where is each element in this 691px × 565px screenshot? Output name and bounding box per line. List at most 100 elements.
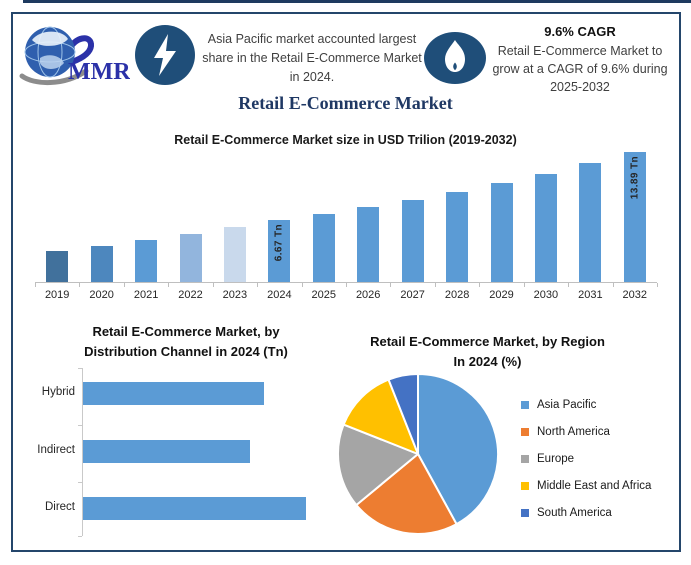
hbar-chart: Hybrid Indirect Direct: [25, 368, 335, 540]
cagr-note: Retail E-Commerce Market to grow at a CA…: [492, 44, 668, 95]
bar-value-label-2032: 13.89 Tn: [629, 156, 641, 200]
outer-frame: [11, 12, 681, 552]
pie-chart-title-line1: Retail E-Commerce Market, by Region: [370, 334, 605, 349]
globe-icon: MMR: [19, 26, 131, 86]
cagr-block: 9.6% CAGR Retail E-Commerce Market to gr…: [483, 24, 677, 96]
legend-item-europe: Europe: [521, 445, 651, 472]
hbar-direct: [83, 497, 306, 520]
pie-slice-middle-east-and-africa: [342, 378, 419, 455]
x-tick-label-2026: 2026: [355, 289, 381, 301]
hbar-hybrid: [83, 382, 264, 405]
legend-label: Middle East and Africa: [537, 479, 652, 492]
bar-2019: [46, 251, 69, 282]
hbar-chart-title: Retail E-Commerce Market, by Distributio…: [40, 322, 332, 362]
pie-slice-europe: [337, 423, 419, 506]
bar-2028: [446, 192, 469, 282]
x-tick-label-2020: 2020: [89, 289, 114, 301]
bar-2032: 13.89 Tn: [623, 152, 646, 282]
x-axis-tick: [257, 283, 258, 287]
x-tick-label-2025: 2025: [311, 289, 337, 301]
highlight-note: Asia Pacific market accounted largest sh…: [202, 32, 422, 84]
x-axis-tick: [390, 283, 391, 287]
x-tick-label-2031: 2031: [578, 289, 603, 301]
x-axis-tick: [213, 283, 214, 287]
legend-label: South America: [537, 506, 612, 519]
mmr-logo-text: MMR: [68, 59, 130, 85]
hbar-y-tick: [78, 536, 82, 537]
x-tick-label-2023: 2023: [222, 289, 248, 301]
x-axis-tick: [346, 283, 347, 287]
x-axis-tick: [124, 283, 125, 287]
pie-slice-south-america: [387, 373, 419, 455]
pie-chart: [337, 373, 499, 535]
bar-2025: [312, 214, 335, 282]
x-tick-label-2032: 2032: [622, 289, 648, 301]
pie-chart-title: Retail E-Commerce Market, by Region In 2…: [340, 332, 635, 372]
x-axis-tick: [657, 283, 658, 287]
x-tick-label-2028: 2028: [444, 289, 470, 301]
cagr-title: 9.6% CAGR: [544, 24, 616, 39]
x-tick-label-2027: 2027: [400, 289, 425, 301]
x-axis-tick: [613, 283, 614, 287]
bar-2021: [135, 240, 158, 282]
legend-item-asia-pacific: Asia Pacific: [521, 391, 651, 418]
hbar-indirect: [83, 440, 250, 463]
bar-value-label-2024: 6.67 Tn: [273, 224, 285, 262]
pie-chart-title-line2: In 2024 (%): [453, 354, 522, 370]
legend-swatch-icon: [521, 427, 529, 436]
hbar-y-tick: [78, 425, 82, 426]
hbar-y-tick: [78, 482, 82, 483]
pie-slice-asia-pacific: [417, 373, 499, 526]
x-tick-label-2019: 2019: [44, 289, 70, 301]
bar-chart-title: Retail E-Commerce Market size in USD Tri…: [174, 133, 517, 147]
page-title: Retail E-Commerce Market: [238, 93, 453, 113]
bar-2022: [179, 234, 202, 282]
hbar-category-label-direct: Direct: [44, 501, 75, 513]
legend-swatch-icon: [521, 481, 529, 490]
bar-2024: 6.67 Tn: [268, 220, 291, 282]
legend-item-middle-east-and-africa: Middle East and Africa: [521, 472, 651, 499]
hbar-category-label-indirect: Indirect: [37, 444, 75, 456]
legend-swatch-icon: [521, 454, 529, 463]
x-tick-label-2022: 2022: [178, 289, 203, 301]
x-axis-tick: [568, 283, 569, 287]
pie-legend: Asia Pacific North America Europe Middle Ea…: [521, 391, 651, 526]
x-axis-tick: [168, 283, 169, 287]
bar-2026: [357, 207, 380, 282]
hbar-y-axis: [82, 368, 83, 536]
hbar-category-label-hybrid: Hybrid: [41, 386, 75, 398]
mmr-logo: MMR: [18, 22, 131, 88]
legend-label: North America: [537, 425, 610, 438]
x-axis-tick: [479, 283, 480, 287]
x-tick-label-2030: 2030: [533, 289, 559, 301]
bar-2020: [90, 246, 113, 282]
x-axis-tick: [35, 283, 36, 287]
x-axis-line: [35, 282, 657, 283]
bar-chart: 2019 2020 2021 2022 2023 6.67 Tn 2024 2025 2026 2…: [35, 148, 658, 308]
x-tick-label-2021: 2021: [133, 289, 159, 301]
bar-2023: [223, 227, 246, 282]
top-edge-line: [23, 0, 691, 3]
x-axis-tick: [435, 283, 436, 287]
x-tick-label-2024: 2024: [267, 289, 292, 301]
lightning-icon: [135, 25, 195, 85]
bar-2031: [579, 163, 602, 282]
flame-icon: [424, 32, 486, 84]
bar-2030: [534, 174, 557, 282]
legend-item-south-america: South America: [521, 499, 651, 526]
hbar-y-tick: [78, 368, 82, 369]
legend-label: Asia Pacific: [537, 398, 597, 411]
legend-swatch-icon: [521, 400, 529, 409]
legend-label: Europe: [537, 452, 575, 465]
bar-2027: [401, 200, 424, 282]
x-axis-tick: [524, 283, 525, 287]
hbar-chart-title-line2: Distribution Channel in 2024 (Tn): [84, 344, 288, 360]
x-axis-tick: [79, 283, 80, 287]
x-axis-tick: [302, 283, 303, 287]
x-tick-label-2029: 2029: [489, 289, 514, 301]
hbar-chart-title-line1: Retail E-Commerce Market, by: [92, 324, 280, 339]
bar-2029: [490, 183, 513, 282]
legend-item-north-america: North America: [521, 418, 651, 445]
pie-slice-north-america: [355, 453, 458, 535]
